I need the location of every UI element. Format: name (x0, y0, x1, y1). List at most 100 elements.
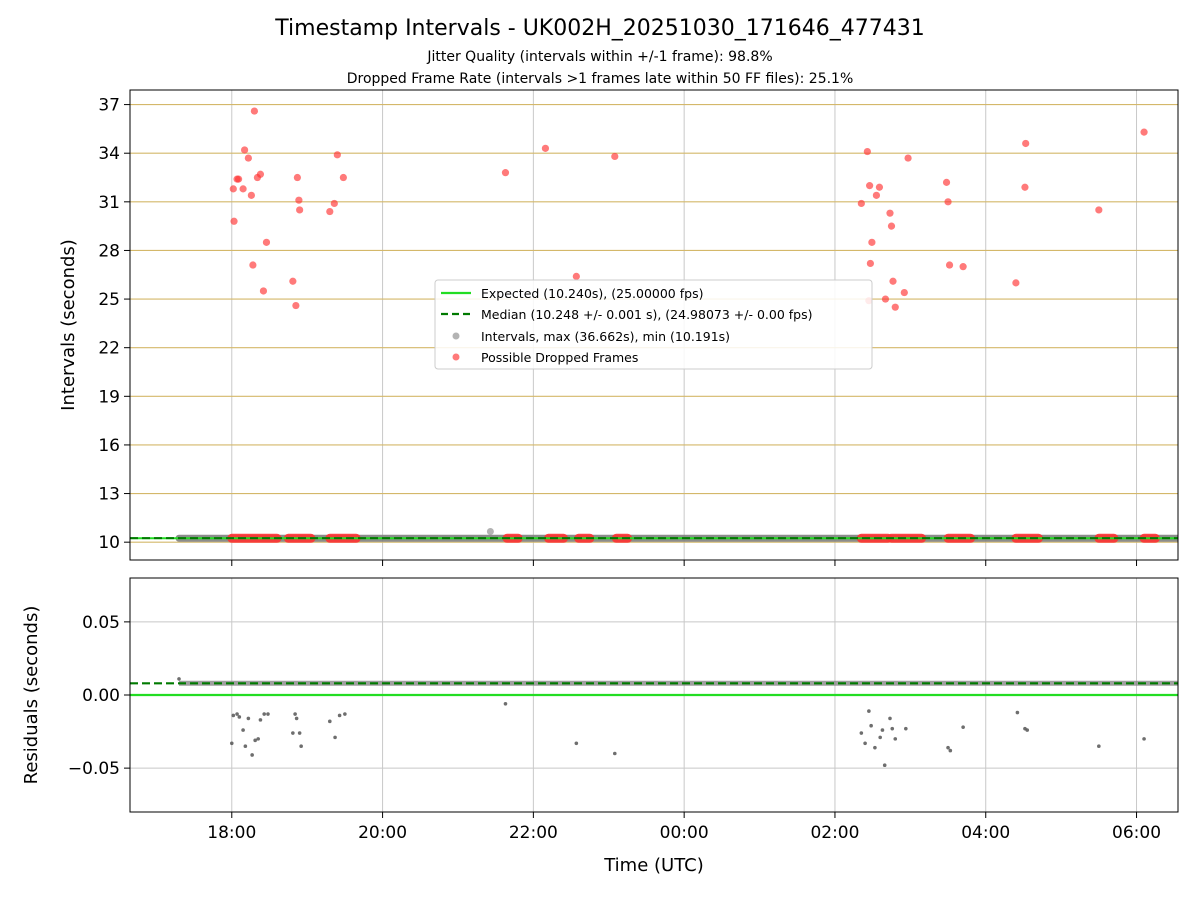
residual-point (873, 745, 877, 750)
x-tick-label: 06:00 (1112, 823, 1161, 843)
dropped-frame-point (339, 173, 347, 182)
dropped-frame-point (330, 199, 338, 208)
residual-point (890, 726, 895, 731)
residual-point (859, 731, 864, 735)
dropped-frame-point (868, 238, 876, 246)
dropped-frame-point (875, 183, 884, 191)
x-tick-label: 04:00 (961, 823, 1010, 843)
residual-point (177, 677, 181, 681)
dropped-frame-point (292, 301, 300, 310)
dropped-frame-point (250, 107, 259, 115)
dropped-frame-point (1021, 183, 1029, 191)
legend-entry: Possible Dropped Frames (481, 350, 638, 365)
y-axis-label: Intervals (seconds) (58, 239, 79, 411)
dropped-frame-point (249, 261, 257, 269)
residual-point (948, 748, 953, 753)
residual-point (256, 737, 260, 741)
legend-entry: Intervals, max (36.662s), min (10.191s) (481, 329, 730, 344)
residual-point (1097, 744, 1101, 748)
dropped-frame-point (959, 263, 967, 271)
residual-point (343, 712, 347, 716)
legend-entry: Expected (10.240s), (25.00000 fps) (481, 286, 703, 301)
x-tick-label: 18:00 (207, 823, 256, 843)
dropped-frame-point (872, 191, 881, 199)
y-tick-label: 31 (98, 193, 120, 213)
legend-box (434, 279, 873, 370)
residuals-panel: 0.05 0.00 −0.05 18:00 20:00 22:00 00:00 02:00 04… (21, 577, 1179, 876)
dropped-frame-point (293, 173, 301, 182)
legend-intervals-swatch (452, 332, 460, 340)
dropped-frame-point (1022, 139, 1030, 148)
residual-point (243, 744, 248, 748)
residual-point (333, 735, 337, 740)
dropped-frame-point (611, 152, 619, 161)
x-tick-label: 00:00 (660, 823, 709, 843)
intervals-series (130, 107, 1178, 543)
residual-point (297, 731, 302, 735)
residual-point (266, 712, 270, 716)
residual-point (1025, 728, 1030, 732)
y-tick-label: 13 (98, 485, 120, 505)
dropped-frame-point (881, 295, 890, 303)
residual-point (574, 741, 579, 746)
x-axis-label: Time (UTC) (603, 855, 704, 876)
figure-title: Timestamp Intervals - UK002H_20251030_17… (275, 16, 925, 41)
residual-point (878, 735, 882, 740)
residual-point (231, 713, 236, 718)
dropped-frame-point (541, 144, 550, 152)
dropped-frame-point (234, 175, 243, 183)
dropped-frame-point (1095, 206, 1103, 214)
legend-dropped-swatch (452, 353, 460, 361)
y-axis-label: Residuals (seconds) (21, 606, 42, 785)
interval-point (486, 527, 494, 535)
residual-point (882, 763, 887, 767)
residual-point (237, 715, 242, 719)
dropped-frame-point (572, 272, 580, 280)
dropped-frame-point (333, 151, 341, 159)
dropped-frame-point (326, 207, 334, 216)
residual-point (946, 745, 950, 750)
residual-point (250, 753, 254, 757)
x-tick-label: 22:00 (509, 823, 558, 843)
y-tick-label: 0.00 (82, 686, 120, 706)
residual-point (293, 712, 297, 716)
residual-point (253, 738, 257, 743)
dropped-frame-point (886, 209, 894, 217)
y-tick-label: −0.05 (68, 759, 120, 779)
dropped-frame-point (887, 222, 896, 230)
jitter-quality-subtitle: Jitter Quality (intervals within +/-1 fr… (427, 49, 773, 65)
dropped-frame-point (501, 169, 510, 177)
residual-point (1015, 710, 1020, 715)
dropped-frame-point (904, 154, 912, 162)
residual-point (880, 728, 885, 732)
residual-point (262, 712, 267, 716)
dropped-frame-point (942, 178, 951, 186)
intervals-plot-frame (129, 89, 1179, 561)
dropped-frame-point (1140, 128, 1148, 136)
dropped-frame-point (944, 198, 952, 206)
residual-point (246, 716, 251, 721)
y-tick-label: 28 (98, 241, 120, 261)
residual-point (229, 741, 234, 746)
dropped-frame-point (247, 191, 255, 199)
dropped-frame-point (295, 196, 303, 204)
dropped-frame-point (891, 303, 899, 311)
intervals-panel: 10 13 16 19 22 25 28 31 34 37 Intervals (seconds) E… (58, 89, 1179, 566)
residual-point (299, 744, 303, 748)
residual-point (235, 712, 239, 716)
dropped-frame-point (866, 182, 874, 190)
y-tick-label: 34 (98, 144, 120, 164)
dropped-frame-point (229, 185, 237, 193)
x-tick-label: 20:00 (358, 823, 407, 843)
dropped-frame-point (945, 261, 954, 269)
y-tick-label: 0.05 (82, 613, 120, 633)
y-tick-label: 10 (98, 533, 120, 553)
dropped-frame-point (857, 199, 865, 208)
dropped-frame-point (256, 170, 265, 178)
dropped-frame-point (289, 277, 297, 285)
residual-point (869, 723, 873, 728)
residual-point (893, 737, 898, 741)
y-tick-label: 25 (98, 290, 120, 310)
residual-point (291, 731, 295, 735)
